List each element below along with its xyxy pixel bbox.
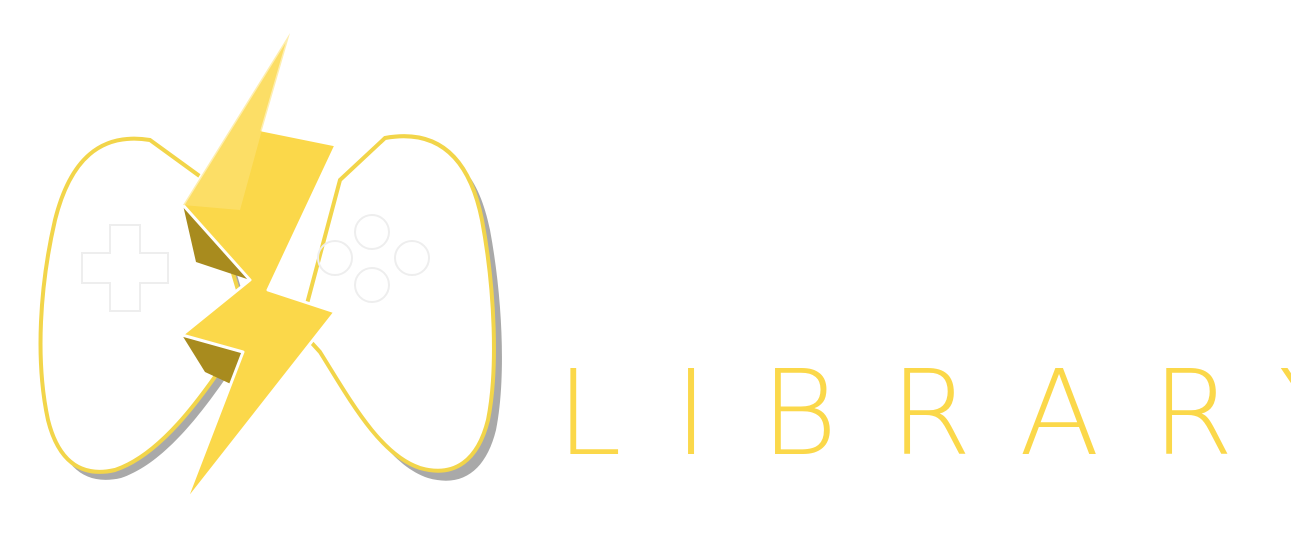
wordmark-library: LIBRARY (556, 344, 1291, 482)
controller-right-half (297, 134, 496, 473)
action-buttons-icon (317, 214, 430, 303)
gamepad-lightning-icon (38, 31, 502, 505)
bolt-highlight (183, 33, 290, 210)
dpad-icon (81, 224, 169, 312)
lightning-bolt-icon (180, 31, 338, 505)
